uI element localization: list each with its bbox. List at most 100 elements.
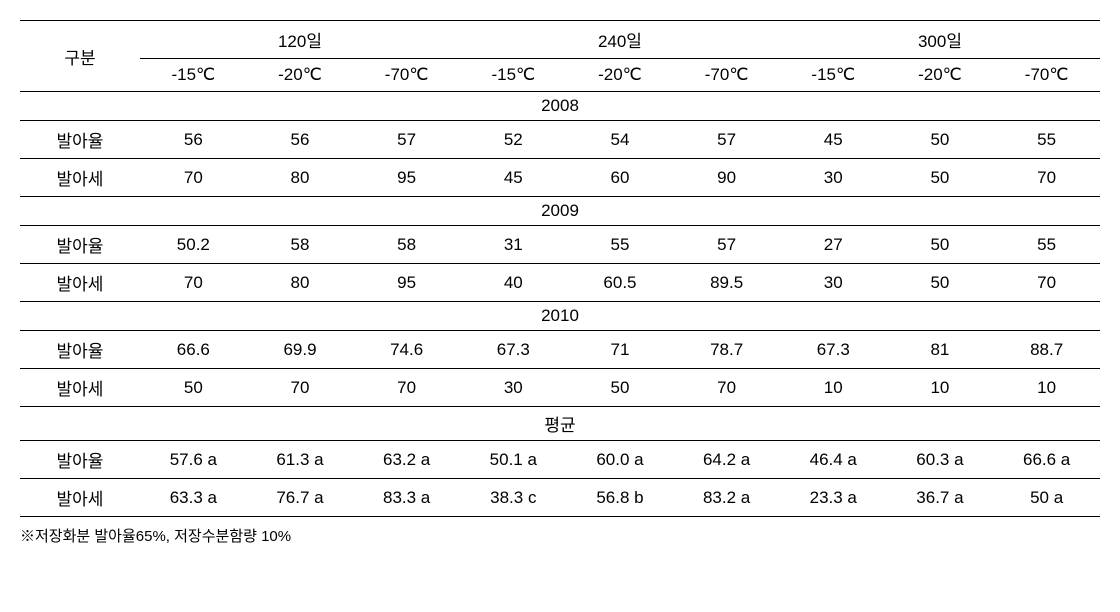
data-cell: 70 [993, 264, 1100, 302]
data-cell: 66.6 [140, 331, 247, 369]
data-cell: 10 [780, 369, 887, 407]
data-cell: 36.7 a [887, 479, 994, 517]
header-temp: -70℃ [353, 59, 460, 92]
row-label: 발아율 [20, 331, 140, 369]
data-cell: 66.6 a [993, 441, 1100, 479]
section-title: 2009 [20, 197, 1100, 226]
data-cell: 58 [353, 226, 460, 264]
data-cell: 50 [887, 159, 994, 197]
data-cell: 50 [887, 226, 994, 264]
data-cell: 81 [887, 331, 994, 369]
section-title: 평균 [20, 407, 1100, 441]
data-cell: 30 [780, 264, 887, 302]
data-cell: 54 [567, 121, 674, 159]
data-cell: 56 [247, 121, 354, 159]
data-cell: 89.5 [673, 264, 780, 302]
data-cell: 63.2 a [353, 441, 460, 479]
data-cell: 10 [993, 369, 1100, 407]
row-label: 발아세 [20, 264, 140, 302]
data-cell: 83.3 a [353, 479, 460, 517]
section-title: 2008 [20, 92, 1100, 121]
data-cell: 50.1 a [460, 441, 567, 479]
header-temp: -70℃ [673, 59, 780, 92]
row-label: 발아율 [20, 441, 140, 479]
data-cell: 56.8 b [567, 479, 674, 517]
data-cell: 50 [887, 264, 994, 302]
data-cell: 95 [353, 264, 460, 302]
data-cell: 10 [887, 369, 994, 407]
header-temp: -20℃ [247, 59, 354, 92]
data-cell: 56 [140, 121, 247, 159]
section-title: 2010 [20, 302, 1100, 331]
data-cell: 55 [993, 226, 1100, 264]
data-cell: 50 a [993, 479, 1100, 517]
data-cell: 50 [140, 369, 247, 407]
data-cell: 60.0 a [567, 441, 674, 479]
data-cell: 55 [567, 226, 674, 264]
row-label: 발아세 [20, 479, 140, 517]
data-cell: 46.4 a [780, 441, 887, 479]
data-cell: 70 [140, 159, 247, 197]
data-cell: 57 [353, 121, 460, 159]
data-cell: 61.3 a [247, 441, 354, 479]
row-label: 발아율 [20, 226, 140, 264]
data-cell: 88.7 [993, 331, 1100, 369]
data-cell: 70 [993, 159, 1100, 197]
header-group: 240일 [460, 21, 780, 59]
data-cell: 78.7 [673, 331, 780, 369]
data-cell: 50 [567, 369, 674, 407]
data-cell: 69.9 [247, 331, 354, 369]
data-cell: 60.3 a [887, 441, 994, 479]
row-label: 발아세 [20, 369, 140, 407]
header-temp: -15℃ [140, 59, 247, 92]
row-label: 발아율 [20, 121, 140, 159]
data-cell: 45 [780, 121, 887, 159]
data-cell: 90 [673, 159, 780, 197]
data-cell: 83.2 a [673, 479, 780, 517]
data-cell: 63.3 a [140, 479, 247, 517]
data-cell: 58 [247, 226, 354, 264]
data-cell: 38.3 c [460, 479, 567, 517]
data-cell: 60.5 [567, 264, 674, 302]
data-cell: 70 [247, 369, 354, 407]
header-temp: -15℃ [780, 59, 887, 92]
data-cell: 57 [673, 121, 780, 159]
data-table-container: 구분120일240일300일-15℃-20℃-70℃-15℃-20℃-70℃-1… [20, 20, 1100, 546]
data-cell: 95 [353, 159, 460, 197]
header-group: 300일 [780, 21, 1100, 59]
data-cell: 57.6 a [140, 441, 247, 479]
data-cell: 31 [460, 226, 567, 264]
data-cell: 27 [780, 226, 887, 264]
data-cell: 80 [247, 264, 354, 302]
data-cell: 67.3 [460, 331, 567, 369]
data-cell: 23.3 a [780, 479, 887, 517]
header-group: 120일 [140, 21, 460, 59]
data-cell: 74.6 [353, 331, 460, 369]
data-cell: 70 [140, 264, 247, 302]
header-temp: -20℃ [567, 59, 674, 92]
data-cell: 60 [567, 159, 674, 197]
data-cell: 55 [993, 121, 1100, 159]
data-cell: 52 [460, 121, 567, 159]
data-cell: 80 [247, 159, 354, 197]
row-label: 발아세 [20, 159, 140, 197]
data-table: 구분120일240일300일-15℃-20℃-70℃-15℃-20℃-70℃-1… [20, 20, 1100, 517]
data-cell: 50 [887, 121, 994, 159]
data-cell: 67.3 [780, 331, 887, 369]
data-cell: 50.2 [140, 226, 247, 264]
data-cell: 64.2 a [673, 441, 780, 479]
data-cell: 40 [460, 264, 567, 302]
data-cell: 70 [353, 369, 460, 407]
header-temp: -15℃ [460, 59, 567, 92]
data-cell: 71 [567, 331, 674, 369]
data-cell: 57 [673, 226, 780, 264]
table-footnote: ※저장화분 발아율65%, 저장수분함량 10% [20, 525, 1100, 546]
data-cell: 76.7 a [247, 479, 354, 517]
header-temp: -20℃ [887, 59, 994, 92]
header-row-label: 구분 [20, 21, 140, 92]
data-cell: 45 [460, 159, 567, 197]
data-cell: 30 [460, 369, 567, 407]
data-cell: 30 [780, 159, 887, 197]
data-cell: 70 [673, 369, 780, 407]
header-temp: -70℃ [993, 59, 1100, 92]
